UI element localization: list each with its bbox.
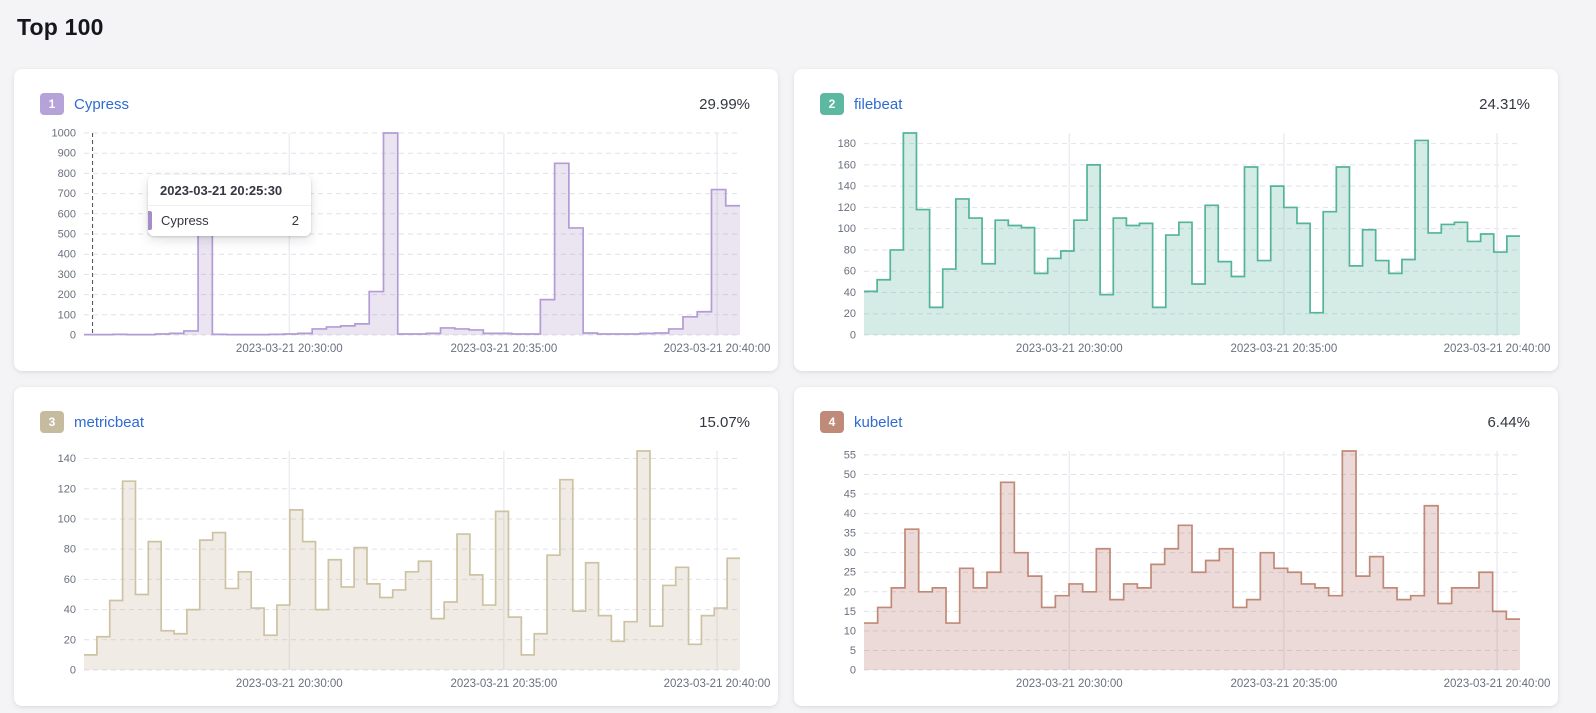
- series-name-link[interactable]: kubelet: [854, 413, 903, 431]
- area-line: [84, 132, 740, 336]
- x-tick-label: 2023-03-21 20:40:00: [664, 343, 771, 355]
- y-tick-label: 60: [844, 266, 856, 278]
- y-tick-label: 500: [58, 229, 76, 241]
- chart-card: 1 Cypress 29.99% 0 100 200 300 400 500 600 700 8…: [14, 69, 778, 371]
- chart-svg: 0 5 10 15 20 25 30 35 40 45 50 55 2023-03-21 20:30:0…: [844, 449, 1551, 690]
- tooltip-series-marker: [148, 211, 152, 230]
- y-tick-label: 120: [838, 202, 856, 214]
- y-tick-label: 200: [58, 289, 76, 301]
- x-tick-label: 2023-03-21 20:30:00: [236, 343, 343, 355]
- x-tick-label: 2023-03-21 20:30:00: [1016, 678, 1123, 690]
- x-tick-label: 2023-03-21 20:35:00: [1230, 343, 1337, 355]
- x-tick-label: 2023-03-21 20:30:00: [1016, 343, 1123, 355]
- x-tick-label: 2023-03-21 20:35:00: [450, 343, 557, 355]
- y-tick-label: 20: [844, 308, 856, 320]
- y-tick-label: 0: [850, 665, 856, 677]
- page-title: Top 100: [17, 14, 104, 40]
- percentage-value: 24.31%: [1479, 95, 1530, 113]
- percentage-value: 15.07%: [699, 413, 750, 431]
- step-area-chart[interactable]: 0 20 40 60 80 100 120 140 160 180 2023-03-21 20:30…: [818, 125, 1550, 359]
- y-tick-label: 40: [64, 604, 76, 616]
- area-line: [84, 450, 740, 656]
- y-tick-label: 0: [850, 330, 856, 342]
- y-tick-label: 400: [58, 249, 76, 261]
- x-tick-label: 2023-03-21 20:30:00: [236, 678, 343, 690]
- chart-card: 2 filebeat 24.31% 0 20 40 60 80 100 120 140 160 1…: [794, 69, 1558, 371]
- y-tick-label: 180: [838, 138, 856, 150]
- rank-badge: 4: [820, 411, 844, 433]
- y-tick-label: 160: [838, 159, 856, 171]
- y-tick-label: 30: [844, 547, 856, 559]
- area-fill: [84, 133, 740, 335]
- y-tick-label: 0: [70, 330, 76, 342]
- y-tick-label: 80: [64, 544, 76, 556]
- card-header: 2 filebeat 24.31%: [820, 93, 1530, 115]
- tooltip-series-row: Cypress 2: [148, 205, 311, 236]
- y-tick-label: 100: [838, 223, 856, 235]
- y-tick-label: 700: [58, 188, 76, 200]
- tooltip-series-value: 2: [291, 213, 299, 228]
- y-tick-label: 80: [844, 244, 856, 256]
- rank-badge: 3: [40, 411, 64, 433]
- y-tick-label: 100: [58, 309, 76, 321]
- chart-card: 3 metricbeat 15.07% 0 20 40 60 80 100 120 140 20…: [14, 387, 778, 706]
- chart-tooltip: 2023-03-21 20:25:30 Cypress 2: [148, 175, 311, 236]
- y-tick-label: 0: [70, 665, 76, 677]
- chart-svg: 0 20 40 60 80 100 120 140 2023-03-21 20:30:00 202…: [58, 450, 770, 690]
- y-tick-label: 600: [58, 208, 76, 220]
- tooltip-timestamp: 2023-03-21 20:25:30: [160, 183, 283, 198]
- y-tick-label: 300: [58, 269, 76, 281]
- chart-svg: 0 100 200 300 400 500 600 700 800 900 1000 2023-03-…: [52, 128, 771, 356]
- step-area-chart[interactable]: 0 20 40 60 80 100 120 140 2023-03-21 20:30:00 202…: [38, 443, 770, 694]
- y-tick-label: 900: [58, 148, 76, 160]
- area-line: [864, 450, 1520, 624]
- series-name-link[interactable]: metricbeat: [74, 413, 145, 431]
- y-tick-label: 35: [844, 528, 856, 540]
- y-tick-label: 140: [58, 453, 76, 465]
- y-tick-label: 5: [850, 645, 856, 657]
- y-tick-label: 60: [64, 574, 76, 586]
- y-tick-label: 800: [58, 168, 76, 180]
- x-tick-label: 2023-03-21 20:40:00: [1444, 678, 1551, 690]
- y-tick-label: 15: [844, 606, 856, 618]
- x-tick-label: 2023-03-21 20:40:00: [664, 678, 771, 690]
- y-tick-label: 50: [844, 469, 856, 481]
- y-tick-label: 25: [844, 567, 856, 579]
- chart-svg: 0 20 40 60 80 100 120 140 160 180 2023-03-21 20:30…: [838, 132, 1550, 355]
- series-name-link[interactable]: Cypress: [74, 95, 130, 113]
- x-tick-label: 2023-03-21 20:40:00: [1444, 343, 1551, 355]
- tooltip-series-label: Cypress: [161, 213, 209, 228]
- chart-card: 4 kubelet 6.44% 0 5 10 15 20 25 30 35 40 45 50 55 20…: [794, 387, 1558, 706]
- y-tick-label: 100: [58, 513, 76, 525]
- y-tick-label: 120: [58, 483, 76, 495]
- percentage-value: 29.99%: [699, 95, 750, 113]
- y-tick-label: 40: [844, 287, 856, 299]
- y-tick-label: 20: [844, 586, 856, 598]
- y-tick-label: 40: [844, 508, 856, 520]
- rank-badge: 2: [820, 93, 844, 115]
- rank-badge: 1: [40, 93, 64, 115]
- step-area-chart[interactable]: 0 5 10 15 20 25 30 35 40 45 50 55 2023-03-21 20:30:0…: [818, 443, 1551, 694]
- area-fill: [84, 451, 740, 670]
- series-name-link[interactable]: filebeat: [854, 95, 903, 113]
- y-tick-label: 10: [844, 625, 856, 637]
- x-tick-label: 2023-03-21 20:35:00: [450, 678, 557, 690]
- area-line: [864, 132, 1520, 314]
- step-area-chart[interactable]: 0 100 200 300 400 500 600 700 800 900 1000 2023-03-…: [38, 125, 771, 359]
- card-header: 3 metricbeat 15.07%: [40, 411, 750, 433]
- x-tick-label: 2023-03-21 20:35:00: [1230, 678, 1337, 690]
- y-tick-label: 1000: [52, 128, 76, 140]
- percentage-value: 6.44%: [1487, 413, 1530, 431]
- y-tick-label: 20: [64, 634, 76, 646]
- card-header: 1 Cypress 29.99%: [40, 93, 750, 115]
- y-tick-label: 55: [844, 449, 856, 461]
- card-header: 4 kubelet 6.44%: [820, 411, 1530, 433]
- cards-grid: 1 Cypress 29.99% 0 100 200 300 400 500 600 700 8…: [14, 69, 1558, 706]
- y-tick-label: 45: [844, 489, 856, 501]
- y-tick-label: 140: [838, 181, 856, 193]
